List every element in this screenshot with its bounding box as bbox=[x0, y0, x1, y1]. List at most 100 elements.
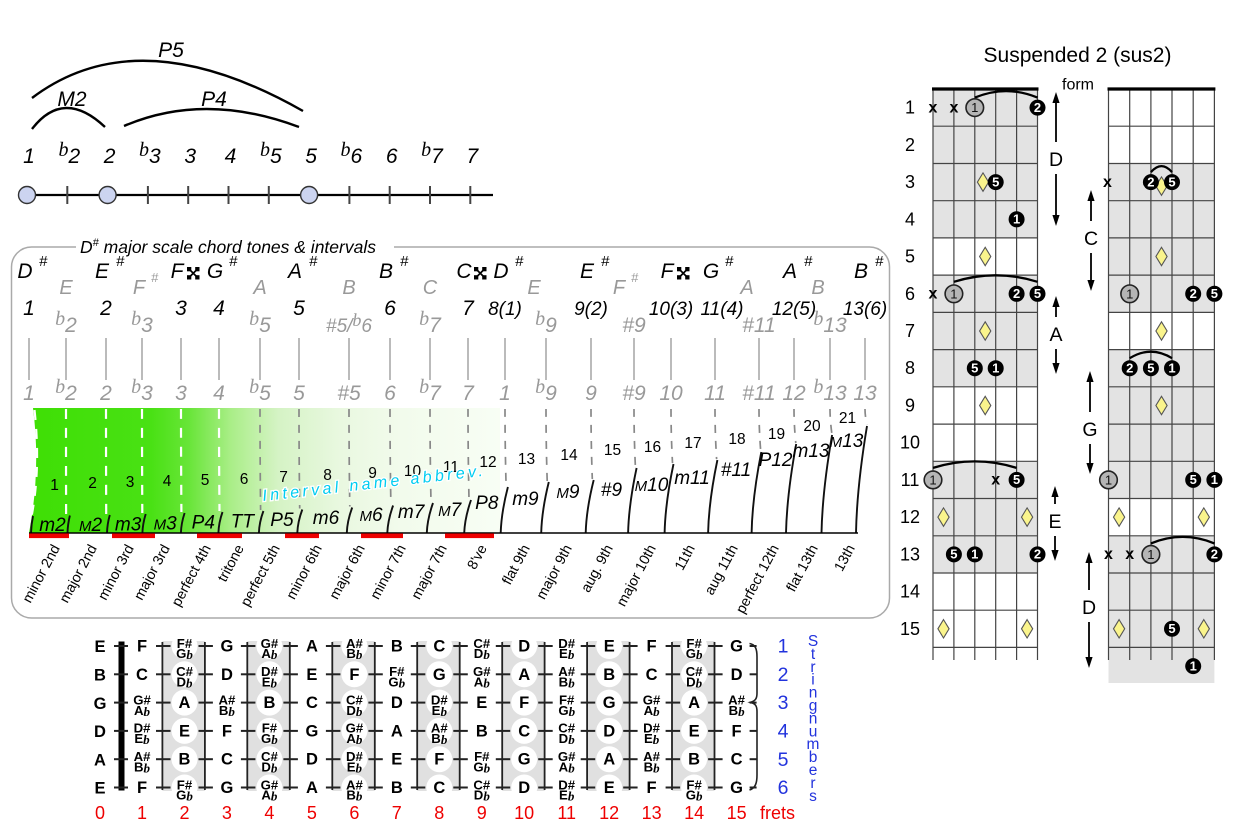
svg-text:M10: M10 bbox=[635, 475, 669, 496]
svg-text:A: A bbox=[781, 260, 797, 283]
svg-text:B: B bbox=[263, 694, 275, 712]
svg-text:Bb​: Bb​ bbox=[729, 703, 746, 719]
svg-text:E: E bbox=[604, 779, 615, 797]
svg-text:x: x bbox=[929, 99, 938, 116]
svg-text:F#: F# bbox=[559, 692, 575, 707]
svg-text:E: E bbox=[580, 260, 595, 283]
svg-text:3: 3 bbox=[778, 692, 789, 714]
svg-text:C#: C# bbox=[558, 721, 576, 736]
svg-text:Bb​: Bb​ bbox=[346, 646, 363, 662]
svg-text:3: 3 bbox=[175, 297, 187, 320]
svg-text:aug 11th: aug 11th bbox=[702, 542, 742, 598]
svg-text:M13: M13 bbox=[830, 431, 864, 452]
svg-text:x: x bbox=[1125, 546, 1134, 563]
svg-text:2: 2 bbox=[1034, 100, 1041, 115]
svg-text:E: E bbox=[391, 751, 402, 769]
svg-text:E: E bbox=[689, 722, 700, 740]
svg-text:1: 1 bbox=[1211, 472, 1218, 487]
svg-text:F: F bbox=[613, 277, 627, 299]
svg-text:G: G bbox=[518, 751, 531, 769]
svg-text:4: 4 bbox=[264, 803, 274, 823]
svg-text:D#: D# bbox=[134, 721, 152, 736]
svg-text:Eb​: Eb​ bbox=[559, 646, 575, 662]
svg-text:C#: C# bbox=[686, 664, 704, 679]
svg-text:A: A bbox=[252, 277, 266, 299]
svg-text:C: C bbox=[731, 751, 743, 769]
svg-text:5: 5 bbox=[971, 361, 978, 376]
svg-text:D#: D# bbox=[558, 777, 576, 792]
svg-text:Eb​: Eb​ bbox=[262, 675, 278, 691]
svg-text:#: # bbox=[151, 270, 159, 285]
svg-text:B: B bbox=[94, 667, 106, 685]
svg-text:M2: M2 bbox=[79, 515, 103, 536]
svg-text:Gb​: Gb​ bbox=[261, 731, 278, 747]
svg-text:flat 9th: flat 9th bbox=[499, 542, 533, 587]
svg-text:F#: F# bbox=[262, 721, 278, 736]
svg-text:G#: G# bbox=[473, 664, 491, 679]
svg-text:b5: b5 bbox=[249, 308, 271, 337]
svg-text:9(2): 9(2) bbox=[574, 299, 608, 320]
svg-text:#: # bbox=[601, 253, 610, 270]
svg-text:A: A bbox=[306, 638, 318, 656]
svg-text:b5: b5 bbox=[260, 139, 282, 168]
svg-text:8've: 8've bbox=[464, 542, 490, 572]
svg-text:frets: frets bbox=[760, 803, 795, 823]
svg-text:15: 15 bbox=[604, 442, 621, 459]
svg-text:Gb​: Gb​ bbox=[176, 788, 193, 804]
svg-text:flat 13th: flat 13th bbox=[784, 542, 822, 594]
svg-text:6: 6 bbox=[240, 471, 249, 488]
svg-text:Ab​: Ab​ bbox=[346, 731, 363, 747]
svg-text:Eb​: Eb​ bbox=[644, 731, 660, 747]
svg-text:r: r bbox=[810, 659, 815, 676]
svg-text:S: S bbox=[808, 633, 818, 650]
svg-text:Db​: Db​ bbox=[559, 731, 576, 747]
svg-text:15: 15 bbox=[900, 619, 920, 639]
svg-text:D: D bbox=[391, 694, 403, 712]
svg-text:b9: b9 bbox=[535, 308, 557, 337]
svg-text:13: 13 bbox=[642, 803, 662, 823]
svg-text:C: C bbox=[1084, 228, 1098, 250]
svg-text:P8: P8 bbox=[475, 493, 499, 514]
svg-text:F#: F# bbox=[389, 664, 405, 679]
svg-text:5: 5 bbox=[1190, 472, 1197, 487]
svg-text:D: D bbox=[94, 723, 106, 741]
svg-text:2: 2 bbox=[778, 664, 789, 686]
svg-text:1: 1 bbox=[23, 297, 35, 320]
svg-text:D: D bbox=[731, 666, 743, 684]
svg-text:5: 5 bbox=[1013, 472, 1020, 487]
svg-text:E: E bbox=[179, 722, 190, 740]
svg-text:2: 2 bbox=[1126, 361, 1133, 376]
svg-text:10: 10 bbox=[514, 803, 534, 823]
svg-text:P4: P4 bbox=[192, 513, 215, 534]
svg-text:5: 5 bbox=[1168, 174, 1175, 189]
svg-text:G: G bbox=[1082, 419, 1097, 441]
svg-text:11: 11 bbox=[557, 803, 576, 823]
svg-text:7: 7 bbox=[466, 145, 479, 168]
svg-text:5: 5 bbox=[1168, 621, 1175, 636]
svg-text:Gb​: Gb​ bbox=[558, 703, 575, 719]
svg-text:#5: #5 bbox=[337, 382, 361, 405]
svg-text:1: 1 bbox=[1013, 212, 1020, 227]
svg-text:2: 2 bbox=[1147, 174, 1154, 189]
svg-text:G: G bbox=[730, 779, 743, 797]
svg-text:2: 2 bbox=[1190, 286, 1197, 301]
svg-text:10: 10 bbox=[404, 463, 422, 480]
svg-text:D: D bbox=[518, 638, 530, 656]
svg-text:5: 5 bbox=[1034, 286, 1041, 301]
svg-text:13th: 13th bbox=[832, 542, 859, 574]
svg-text:12: 12 bbox=[479, 454, 496, 471]
svg-text:m11: m11 bbox=[674, 468, 710, 489]
svg-text:10(3): 10(3) bbox=[649, 299, 693, 320]
svg-text:C: C bbox=[306, 694, 318, 712]
svg-text:19: 19 bbox=[768, 426, 785, 443]
svg-text:b3: b3 bbox=[139, 139, 161, 168]
svg-text:b7: b7 bbox=[419, 308, 442, 337]
svg-text:G: G bbox=[305, 722, 318, 740]
svg-text:3: 3 bbox=[126, 474, 135, 491]
svg-text:G: G bbox=[433, 666, 446, 684]
svg-text:Bb​: Bb​ bbox=[134, 759, 151, 775]
svg-text:b7: b7 bbox=[419, 376, 442, 405]
svg-text:9: 9 bbox=[585, 382, 597, 405]
svg-text:1: 1 bbox=[929, 472, 936, 487]
svg-text:A: A bbox=[688, 694, 700, 712]
